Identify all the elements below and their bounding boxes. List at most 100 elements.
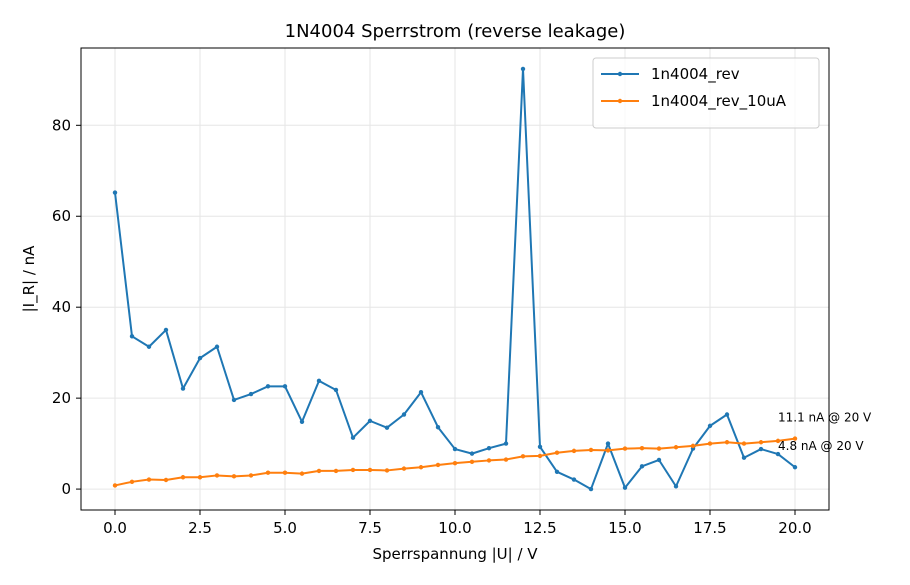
data-point [571, 477, 577, 482]
data-point [503, 457, 509, 462]
data-point [384, 425, 390, 430]
data-point [673, 484, 679, 489]
data-point [775, 438, 781, 444]
data-point [554, 469, 560, 475]
data-point [435, 462, 441, 468]
data-point [418, 465, 424, 470]
data-point [231, 474, 237, 479]
data-point [639, 445, 645, 451]
data-point [724, 440, 730, 445]
data-point [163, 477, 169, 483]
legend-marker [617, 71, 623, 77]
x-tick-label: 2.5 [188, 519, 212, 537]
data-point [537, 453, 543, 459]
data-point [537, 444, 543, 449]
data-point [299, 419, 305, 424]
legend-label: 1n4004_rev_10uA [651, 92, 787, 111]
data-point [588, 486, 594, 492]
data-point [180, 386, 186, 391]
data-point [265, 384, 271, 389]
annotation-label: 11.1 nA @ 20 V [778, 410, 872, 424]
data-point [622, 485, 628, 490]
y-tick-label: 40 [52, 298, 71, 316]
data-point [333, 468, 339, 474]
x-tick-label: 7.5 [358, 519, 382, 537]
data-point [656, 457, 662, 463]
data-point [282, 384, 288, 389]
data-point [452, 446, 458, 452]
data-point [112, 190, 118, 195]
data-point [792, 436, 798, 441]
data-point [146, 344, 152, 349]
data-point [112, 483, 118, 488]
y-tick-label: 20 [52, 389, 71, 407]
data-point [622, 446, 628, 451]
data-point [214, 473, 220, 478]
data-point [231, 397, 237, 403]
data-point [197, 355, 203, 361]
data-point [469, 451, 475, 456]
legend-box [592, 57, 820, 129]
data-point [146, 477, 152, 482]
data-point [418, 390, 424, 395]
data-point [214, 344, 220, 349]
legend-marker [617, 98, 623, 104]
data-point [197, 475, 203, 480]
data-point [554, 450, 560, 455]
data-point [571, 448, 577, 454]
data-point [605, 448, 611, 453]
data-point [129, 334, 135, 339]
annotations: 11.1 nA @ 20 V 4.8 nA @ 20 V [778, 410, 872, 453]
data-point [282, 470, 288, 475]
data-point [180, 475, 186, 480]
x-tick-label: 0.0 [103, 519, 127, 537]
data-point [656, 446, 662, 451]
data-point [129, 479, 135, 485]
data-point [401, 412, 407, 417]
x-tick-label: 15.0 [608, 519, 641, 537]
x-tick-label: 10.0 [438, 519, 471, 537]
data-point [673, 445, 679, 450]
chart-title: 1N4004 Sperrstrom (reverse leakage) [285, 21, 626, 42]
data-point [724, 412, 730, 417]
data-point [265, 470, 271, 475]
y-tick-label: 60 [52, 207, 71, 225]
x-tick-label: 17.5 [693, 519, 726, 537]
legend-label: 1n4004_rev [651, 65, 740, 84]
y-axis-label: |I_R| / nA [20, 245, 39, 313]
data-point [367, 418, 373, 424]
data-point [758, 440, 764, 445]
data-point [163, 327, 169, 333]
data-point [639, 464, 645, 469]
data-point [384, 468, 390, 473]
data-point [690, 443, 696, 449]
data-point [299, 471, 305, 476]
y-tick-label: 0 [61, 480, 71, 498]
data-point [741, 441, 747, 446]
data-point [452, 460, 458, 466]
data-point [333, 387, 339, 393]
data-point [520, 66, 526, 72]
x-tick-label: 5.0 [273, 519, 297, 537]
data-point [401, 466, 407, 471]
data-point [588, 447, 594, 453]
data-point [248, 473, 254, 478]
data-point [350, 435, 356, 440]
data-point [350, 467, 356, 473]
data-point [248, 391, 254, 397]
data-point [367, 467, 373, 473]
data-point [792, 465, 798, 470]
annotation-label: 4.8 nA @ 20 V [778, 439, 864, 453]
y-tick-label: 80 [52, 116, 71, 134]
data-point [503, 441, 509, 446]
x-tick-label: 12.5 [523, 519, 556, 537]
series-1n4004_rev [112, 66, 798, 492]
data-point [741, 455, 747, 460]
x-tick-label: 20.0 [778, 519, 811, 537]
data-point [435, 425, 441, 430]
data-point [758, 446, 764, 452]
ticks: 0.0 2.5 5.0 7.5 10.0 12.5 15.0 17.5 20.0 0 20 40 60 8… [52, 116, 812, 537]
legend: 1n4004_rev 1n4004_rev_10uA [592, 57, 820, 129]
series-1n4004_rev_10uA [112, 436, 798, 488]
